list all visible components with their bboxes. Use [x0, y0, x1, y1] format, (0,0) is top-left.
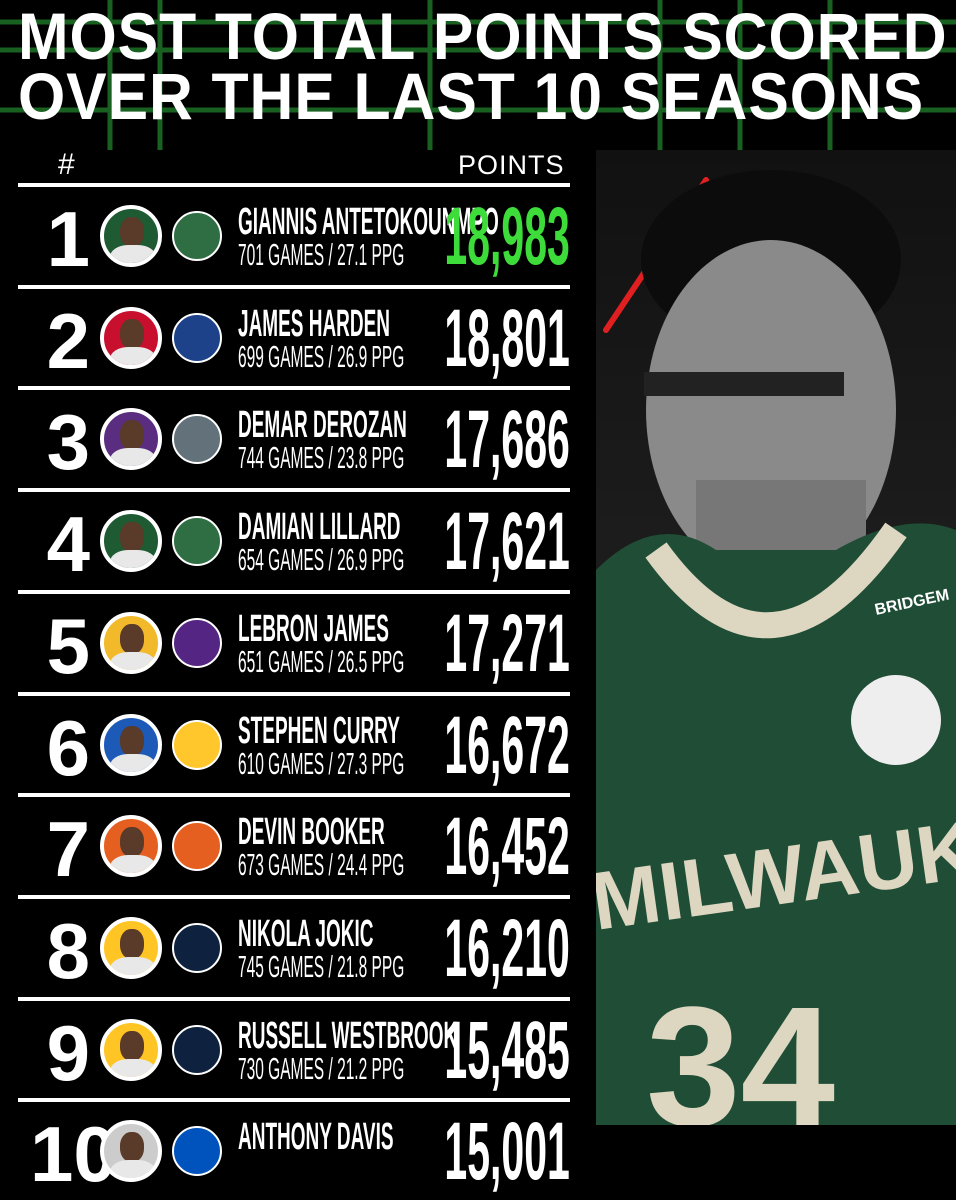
table-row: 4 DAMIAN LILLARD 654 GAMES / 26.9 PPG 17…: [18, 488, 570, 590]
jersey-number: 34: [646, 972, 835, 1125]
player-name: DEVIN BOOKER: [238, 811, 385, 854]
title-line-1: MOST TOTAL POINTS SCORED: [18, 0, 948, 73]
player-stats: 701 GAMES / 27.1 PPG: [238, 237, 405, 272]
player-avatar: [100, 306, 162, 369]
player-stats: 699 GAMES / 26.9 PPG: [238, 338, 405, 374]
table-row: 5 LEBRON JAMES 651 GAMES / 26.5 PPG 17,2…: [18, 589, 570, 692]
player-name: LEBRON JAMES: [238, 607, 389, 650]
kings-logo-icon: [168, 408, 226, 470]
player-avatar: [100, 205, 162, 267]
table-row: 1 GIANNIS ANTETOKOUNMPO 701 GAMES / 27.1…: [18, 183, 570, 285]
player-avatar: [100, 510, 162, 573]
points-column-header: POINTS: [458, 150, 565, 180]
player-name: DAMIAN LILLARD: [238, 506, 401, 549]
table-row: 6 STEPHEN CURRY 610 GAMES / 27.3 PPG 16,…: [18, 691, 570, 794]
player-avatar: [100, 1120, 162, 1183]
rank-number: 3: [46, 398, 90, 487]
player-stats: 654 GAMES / 26.9 PPG: [238, 542, 405, 578]
player-avatar: [100, 408, 162, 471]
player-stats: 744 GAMES / 23.8 PPG: [238, 440, 405, 476]
rank-column-header: #: [58, 148, 75, 181]
rank-number: 10: [30, 1110, 117, 1199]
total-points: 16,672: [444, 699, 570, 791]
bucks-logo-icon: [168, 510, 226, 572]
player-photo: MILWAUKEE 34 BRIDGEM: [596, 150, 956, 1125]
bucks-logo-icon: [168, 205, 226, 267]
player-stats: 610 GAMES / 27.3 PPG: [238, 745, 405, 781]
player-stats: 673 GAMES / 24.4 PPG: [238, 847, 405, 883]
nuggets-logo-icon: [168, 917, 226, 979]
player-avatar: [100, 1018, 162, 1081]
mavericks-logo-icon: [168, 1120, 226, 1182]
clippers-logo-icon: [168, 307, 226, 369]
total-points: 17,686: [444, 394, 570, 486]
warriors-logo-icon: [168, 714, 226, 776]
player-stats: 651 GAMES / 26.5 PPG: [238, 643, 405, 679]
title-line-2: OVER THE LAST 10 SEASONS: [18, 59, 925, 133]
player-name: DEMAR DEROZAN: [238, 404, 407, 447]
total-points: 18,801: [444, 292, 570, 384]
total-points: 16,452: [444, 801, 570, 893]
rank-number: 9: [46, 1008, 90, 1097]
total-points: 16,210: [444, 902, 570, 994]
rank-number: 5: [46, 601, 90, 690]
table-row: 9 RUSSELL WESTBROOK 730 GAMES / 21.2 PPG…: [18, 996, 570, 1099]
rank-number: 1: [46, 195, 90, 283]
player-avatar: [100, 815, 162, 878]
rank-number: 2: [46, 296, 90, 385]
player-name: ANTHONY DAVIS: [238, 1116, 394, 1159]
page-title: MOST TOTAL POINTS SCORED OVER THE LAST 1…: [18, 0, 948, 133]
total-points: 18,983: [444, 191, 570, 282]
total-points: 15,485: [444, 1004, 570, 1096]
total-points: 17,621: [444, 496, 570, 588]
table-row: 8 NIKOLA JOKIC 745 GAMES / 21.8 PPG 16,2…: [18, 894, 570, 997]
player-avatar: [100, 916, 162, 979]
rank-number: 8: [46, 906, 90, 995]
rank-number: 4: [46, 500, 90, 589]
player-name: STEPHEN CURRY: [238, 709, 400, 752]
table-row: 2 JAMES HARDEN 699 GAMES / 26.9 PPG 18,8…: [18, 284, 570, 387]
rank-number: 7: [46, 805, 90, 894]
nuggets-logo-icon: [168, 1019, 226, 1081]
rank-number: 6: [46, 703, 90, 792]
player-avatar: [100, 713, 162, 776]
table-row: 10 ANTHONY DAVIS 15,001: [18, 1098, 570, 1200]
lakers-logo-icon: [168, 612, 226, 674]
player-stats: 730 GAMES / 21.2 PPG: [238, 1050, 405, 1086]
table-row: 7 DEVIN BOOKER 673 GAMES / 24.4 PPG 16,4…: [18, 793, 570, 895]
player-name: JAMES HARDEN: [238, 302, 391, 345]
player-stats: 745 GAMES / 21.8 PPG: [238, 948, 405, 984]
player-name: GIANNIS ANTETOKOUNMPO: [238, 201, 499, 243]
table-row: 3 DEMAR DEROZAN 744 GAMES / 23.8 PPG 17,…: [18, 386, 570, 488]
player-name: RUSSELL WESTBROOK: [238, 1014, 458, 1057]
player-name: NIKOLA JOKIC: [238, 912, 374, 955]
suns-logo-icon: [168, 815, 226, 877]
total-points: 17,271: [444, 597, 570, 689]
player-avatar: [100, 611, 162, 674]
total-points: 15,001: [444, 1106, 570, 1198]
